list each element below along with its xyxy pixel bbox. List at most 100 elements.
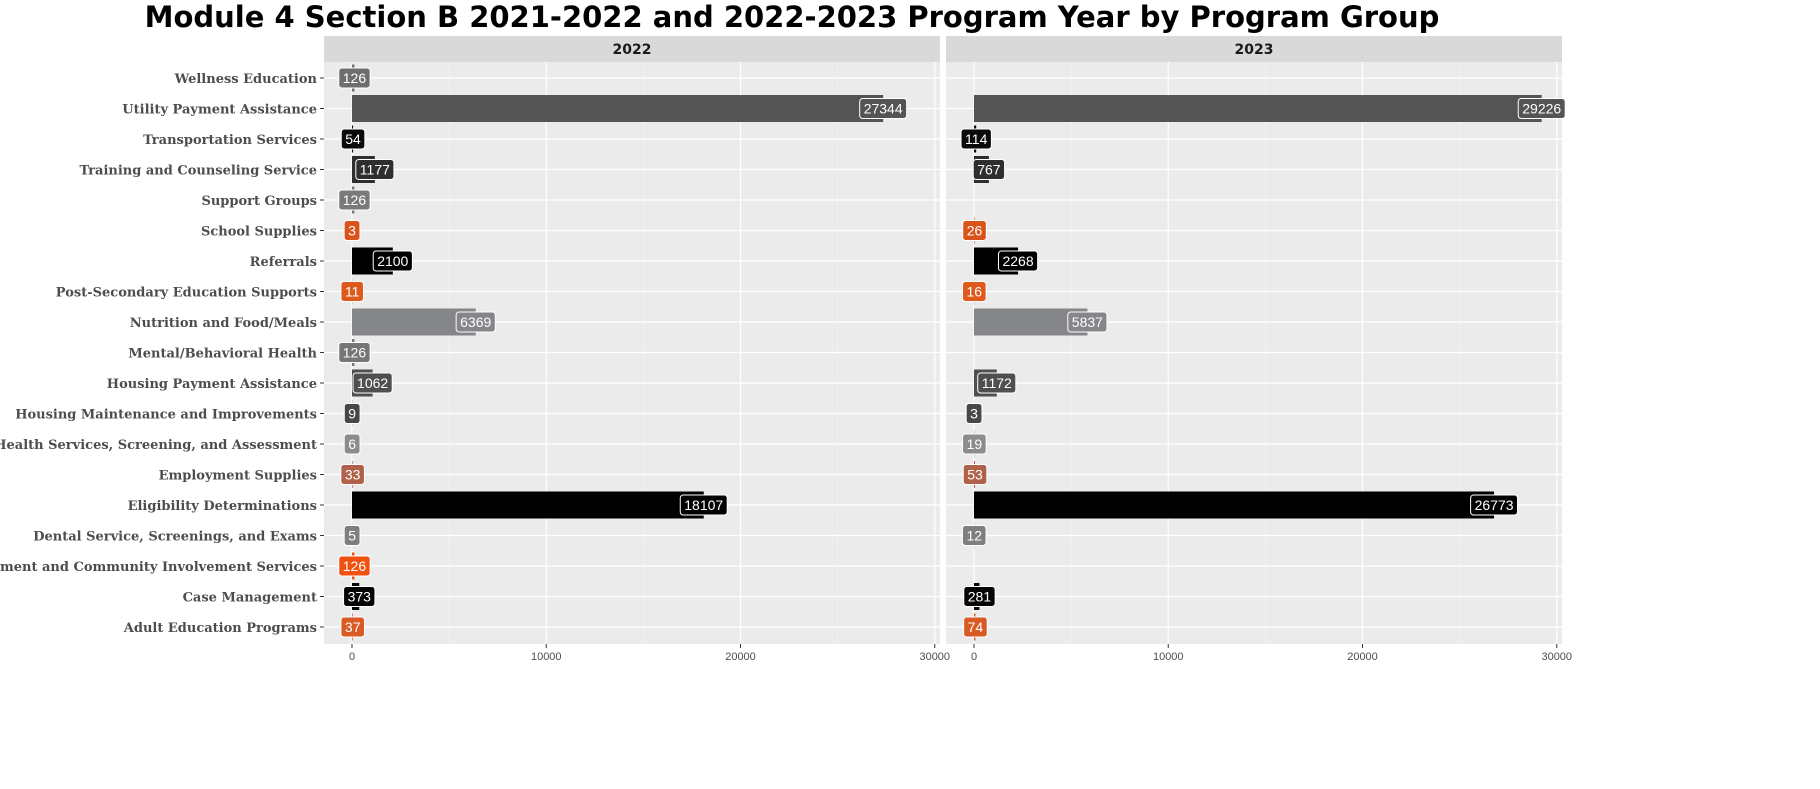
facet-panel-2022: 2022 126 27344 54 1177 126 3 2100 11 6369 126 10629… [324,36,950,663]
data-label-text: 1172 [982,375,1012,391]
data-label-2022-5: 3 [343,220,361,241]
data-label-text: 126 [343,345,367,361]
category-label: Referrals [250,255,317,270]
data-label-box [340,464,365,485]
data-label-text: 767 [977,162,1001,178]
category-label: Housing Maintenance and Improvements [15,408,317,423]
data-label-2022-17: 373 [343,586,376,607]
data-label-text: 37 [345,619,361,635]
data-label-box [1517,98,1566,119]
data-label-box [343,433,361,455]
data-label-box [679,494,728,516]
data-label-box [965,403,983,424]
data-label-box [340,128,366,150]
data-label-2022-16: 126 [338,555,371,577]
x-tick-label: 20000 [1347,651,1378,663]
data-label-box [962,281,987,302]
bar-2023-1 [974,95,1542,122]
data-label-box [859,98,908,119]
data-label-text: 9 [348,406,356,422]
data-label-2023-1: 29226 [1517,98,1566,119]
data-label-text: 33 [345,467,361,483]
data-label-2022-10: 1062 [352,372,393,394]
data-label-box [963,586,996,607]
data-label-2022-15: 5 [343,525,361,546]
data-label-text: 26773 [1475,497,1514,513]
x-tick-label: 30000 [1541,651,1572,663]
data-label-box [962,433,987,455]
data-label-2023-13: 53 [962,464,988,485]
category-label: Post-Secondary Education Supports [56,286,317,301]
data-label-box [977,372,1017,394]
data-label-2022-0: 126 [338,67,371,89]
data-label-2022-6: 2100 [372,250,413,272]
data-label-box [355,159,395,180]
data-label-text: 3 [348,223,356,239]
data-label-box [972,159,1006,180]
data-label-2022-11: 9 [343,403,361,424]
data-label-2022-13: 33 [340,464,365,485]
x-tick-label: 20000 [725,651,756,663]
category-label: Wellness Education [174,72,318,87]
bar-2023-14 [974,491,1495,519]
data-label-2022-12: 6 [343,433,361,455]
category-label: Dental Service, Screenings, and Exams [33,530,317,545]
data-label-text: 3 [970,406,978,422]
data-label-2023-2: 114 [960,128,992,150]
data-label-text: 5 [348,528,356,544]
data-label-text: 16 [967,284,983,300]
data-label-text: 18107 [684,497,723,513]
bar-2022-8 [352,308,476,336]
data-label-box [340,616,366,638]
data-label-box [1470,494,1519,516]
x-tick-label: 0 [349,651,355,663]
data-label-box [997,250,1039,272]
data-label-box [338,555,371,577]
data-label-2022-8: 6369 [455,311,496,333]
category-label: Adult Education Programs [123,621,317,636]
category-label: Support Groups [201,194,317,209]
category-label: Civic Engagement and Community Involveme… [0,560,317,575]
data-label-box [343,525,361,546]
facet-strip-label: 2022 [613,42,652,58]
data-label-text: 5837 [1072,314,1103,330]
category-label: Employment Supplies [159,469,317,484]
facet-strip [324,36,940,62]
category-label: Training and Counseling Service [79,164,317,179]
data-label-text: 114 [965,131,988,147]
data-label-box [338,342,371,363]
x-tick-label: 30000 [919,651,950,663]
data-label-text: 26 [967,223,983,239]
chart-title: Module 4 Section B 2021-2022 and 2022-20… [145,0,1440,34]
panels-layer: 2022 126 27344 54 1177 126 3 2100 11 6369 126 10629… [324,36,1572,663]
data-label-text: 126 [343,70,367,86]
x-tick-label: 0 [971,651,977,663]
data-label-text: 11 [345,284,360,300]
category-label: Mental/Behavioral Health [128,347,317,362]
category-labels: Wellness Education Utility Payment Assist… [0,72,324,636]
data-label-text: 54 [345,131,361,147]
data-label-box [1067,311,1108,333]
data-label-text: 27344 [864,101,903,117]
data-label-box [340,281,364,302]
category-label: School Supplies [201,225,317,240]
data-label-2023-6: 2268 [997,250,1039,272]
data-label-box [372,250,413,272]
data-label-box [455,311,496,333]
bar-2022-1 [352,95,884,122]
category-label: Housing Payment Assistance [107,377,317,392]
data-label-2023-3: 767 [972,159,1006,180]
data-label-2022-18: 37 [340,616,366,638]
data-label-text: 373 [348,589,372,605]
data-label-text: 53 [967,467,983,483]
category-label: Eligibility Determinations [128,499,317,514]
data-label-2023-12: 19 [962,433,987,455]
data-label-text: 1177 [360,162,390,178]
data-label-text: 6 [348,436,356,452]
data-label-box [960,128,992,150]
data-label-text: 74 [968,619,984,635]
data-label-text: 1062 [357,375,388,391]
category-label: Transportation Services [143,133,317,148]
bar-2022-14 [352,491,704,519]
